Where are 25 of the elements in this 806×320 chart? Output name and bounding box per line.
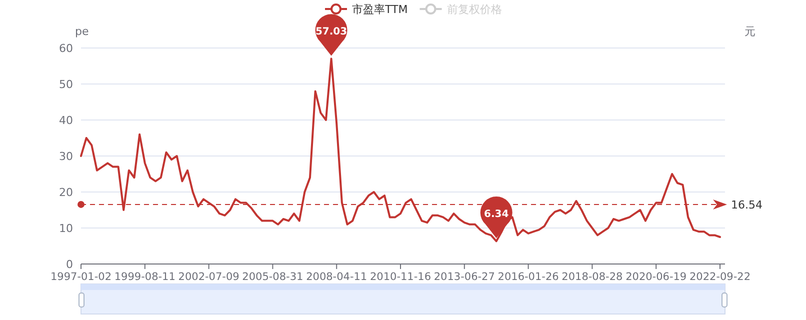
x-tick-label: 2013-06-27 (434, 271, 495, 283)
x-tick-label: 2018-08-28 (562, 271, 623, 283)
line-series (80, 58, 721, 242)
x-tick-label: 2010-11-16 (370, 271, 432, 283)
y-tick-label: 10 (59, 222, 73, 235)
x-tick-label: 2016-01-26 (498, 271, 560, 283)
y-tick-label: 0 (66, 258, 73, 271)
y-tick-label: 20 (59, 186, 73, 199)
x-tick-label: 1999-08-11 (114, 271, 176, 283)
y-tick-label: 50 (59, 78, 73, 91)
y-tick-label: 60 (59, 42, 73, 55)
legend-label: 市盈率TTM (352, 3, 408, 16)
y-tick-label: 30 (59, 150, 73, 163)
x-tick-label: 1997-01-02 (50, 271, 112, 283)
y2-axis-title: 元 (744, 25, 756, 38)
ref-line-label: 16.54 (731, 198, 762, 212)
x-tick-label: 2022-09-22 (689, 271, 751, 283)
x-tick-label: 2005-08-31 (242, 271, 304, 283)
x-tick-label: 2008-04-11 (306, 271, 368, 283)
y-tick-label: 40 (59, 114, 73, 127)
x-tick-label: 2020-06-19 (626, 271, 687, 283)
annotation: 57.03 (315, 26, 348, 38)
x-tick-label: 2002-07-09 (178, 271, 240, 283)
y-axis-title: pe (75, 25, 89, 38)
annotation: 6.34 (484, 209, 509, 220)
